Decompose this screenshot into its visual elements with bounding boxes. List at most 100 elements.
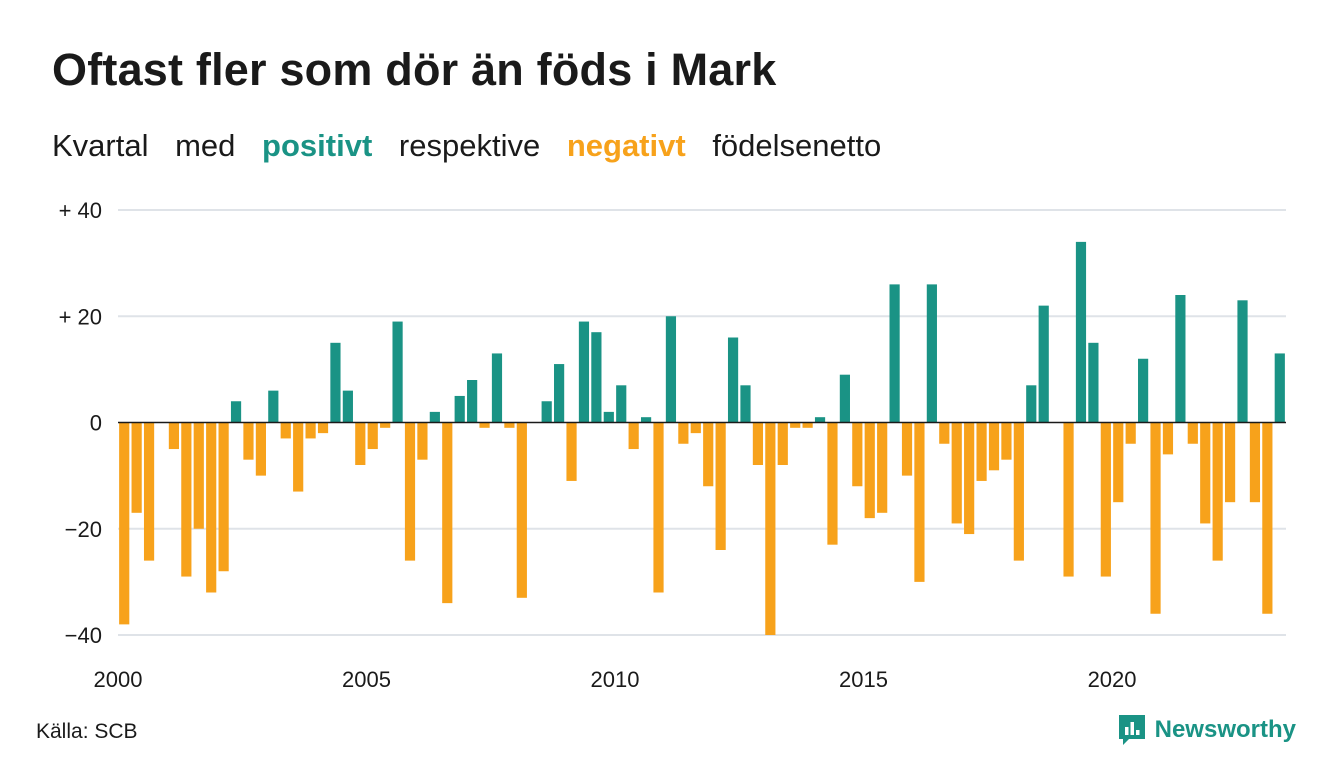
bar-positive bbox=[230, 401, 242, 423]
bar-negative bbox=[181, 422, 192, 577]
bar-positive bbox=[342, 390, 353, 423]
brand-name: Newsworthy bbox=[1154, 716, 1296, 743]
bar-negative bbox=[628, 422, 639, 450]
bar-negative bbox=[317, 422, 329, 434]
subtitle-word: med bbox=[175, 128, 236, 163]
y-tick-label: 0 bbox=[90, 411, 102, 436]
x-tick-label: 2010 bbox=[591, 667, 640, 692]
bar-negative bbox=[293, 422, 304, 492]
y-tick-label: + 40 bbox=[59, 198, 102, 223]
subtitle-word: respektive bbox=[398, 128, 541, 163]
bar-negative bbox=[790, 422, 801, 428]
bar-positive bbox=[1274, 353, 1285, 423]
bar-positive bbox=[1088, 342, 1099, 423]
bar-negative bbox=[355, 422, 366, 465]
bar-positive bbox=[1075, 241, 1087, 423]
bar-positive bbox=[814, 417, 826, 423]
bar-positive bbox=[1175, 295, 1186, 423]
bar-negative bbox=[1125, 422, 1136, 444]
bar-negative bbox=[653, 422, 664, 593]
bar-positive bbox=[727, 337, 739, 423]
bar-negative bbox=[1187, 422, 1198, 444]
bar-negative bbox=[280, 422, 291, 439]
bar-negative bbox=[901, 422, 913, 476]
bar-positive bbox=[1026, 385, 1037, 423]
bar-positive bbox=[603, 411, 614, 423]
x-tick-label: 2000 bbox=[94, 667, 143, 692]
y-tick-label: −20 bbox=[65, 517, 102, 542]
bar-negative bbox=[1113, 422, 1124, 503]
bar-negative bbox=[516, 422, 527, 598]
y-tick-label: −40 bbox=[65, 623, 102, 648]
bar-positive bbox=[665, 316, 677, 423]
bar-negative bbox=[1013, 422, 1024, 561]
bar-negative bbox=[168, 422, 180, 450]
bar-negative bbox=[690, 422, 701, 434]
bar-negative bbox=[1200, 422, 1211, 524]
bar-negative bbox=[1063, 422, 1074, 577]
bar-negative bbox=[442, 422, 453, 604]
bar-positive bbox=[454, 395, 465, 423]
bar-positive bbox=[616, 385, 627, 423]
bar-negative bbox=[914, 422, 925, 582]
bar-negative bbox=[877, 422, 888, 513]
bar-negative bbox=[218, 422, 229, 572]
bar-negative bbox=[566, 422, 577, 481]
x-tick-label: 2015 bbox=[839, 667, 888, 692]
bar-negative bbox=[243, 422, 254, 460]
bar-positive bbox=[541, 401, 552, 423]
bar-negative bbox=[1100, 422, 1111, 577]
bar-positive bbox=[429, 411, 440, 423]
bar-negative bbox=[752, 422, 764, 465]
bar-negative bbox=[951, 422, 962, 524]
bar-negative bbox=[380, 422, 391, 428]
bar-negative bbox=[852, 422, 863, 487]
bar-negative bbox=[1212, 422, 1223, 561]
bar-positive bbox=[740, 385, 751, 423]
y-tick-label: + 20 bbox=[59, 304, 102, 329]
bar-positive bbox=[467, 380, 478, 423]
bar-positive bbox=[640, 417, 652, 423]
chart-subtitle: Kvartal med positivt respektive negativt… bbox=[52, 128, 899, 164]
bar-negative bbox=[255, 422, 266, 476]
bar-positive bbox=[392, 321, 403, 423]
source-note: Källa: SCB bbox=[36, 720, 138, 743]
bar-negative bbox=[1262, 422, 1273, 614]
newsworthy-logo-icon bbox=[1118, 715, 1145, 745]
x-tick-label: 2005 bbox=[342, 667, 391, 692]
bar-chart: + 40 + 20 0 −20 −40 2000 2005 2010 2015 2020 bbox=[59, 198, 1286, 692]
subtitle-word: Kvartal bbox=[52, 128, 149, 163]
bar-negative bbox=[193, 422, 204, 529]
bar-negative bbox=[976, 422, 987, 481]
bar-negative bbox=[206, 422, 217, 593]
x-tick-label: 2020 bbox=[1088, 667, 1137, 692]
bar-negative bbox=[404, 422, 416, 561]
bar-negative bbox=[367, 422, 378, 450]
bar-negative bbox=[479, 422, 490, 428]
brand-logo: Newsworthy bbox=[1117, 712, 1296, 748]
bar-negative bbox=[988, 422, 1000, 471]
bar-negative bbox=[417, 422, 428, 460]
bar-positive bbox=[491, 353, 503, 423]
bar-negative bbox=[1162, 422, 1174, 455]
bar-negative bbox=[504, 422, 515, 428]
bar-positive bbox=[1038, 305, 1049, 423]
bar-positive bbox=[839, 374, 850, 423]
bar-positive bbox=[330, 342, 341, 423]
bar-negative bbox=[1001, 422, 1012, 460]
bar-negative bbox=[1249, 422, 1261, 503]
bar-positive bbox=[1237, 300, 1248, 423]
bar-negative bbox=[802, 422, 813, 428]
bar-negative bbox=[827, 422, 838, 545]
bar-positive bbox=[926, 284, 937, 423]
bar-negative bbox=[305, 422, 316, 439]
bar-negative bbox=[765, 422, 776, 635]
bar-negative bbox=[864, 422, 875, 519]
bar-positive bbox=[554, 364, 565, 423]
subtitle-negative-label: negativt bbox=[566, 128, 686, 163]
bar-negative bbox=[1150, 422, 1161, 614]
bar-negative bbox=[703, 422, 714, 487]
bar-negative bbox=[119, 422, 130, 625]
chart-title: Oftast fler som dör än föds i Mark bbox=[52, 44, 777, 95]
bar-positive bbox=[591, 332, 602, 423]
